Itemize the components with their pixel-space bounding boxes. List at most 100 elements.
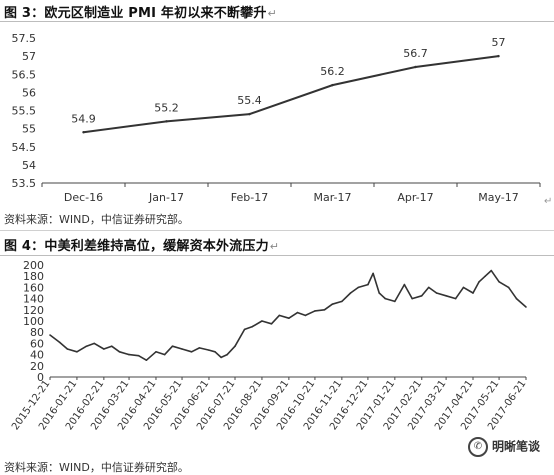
data-point xyxy=(462,286,465,289)
data-point xyxy=(403,283,406,286)
x-tick-label: Mar-17 xyxy=(313,191,351,204)
y-tick-label: 80 xyxy=(30,326,44,339)
watermark: ✆ 明晰笔谈 xyxy=(467,437,540,457)
data-point xyxy=(103,348,105,350)
data-point xyxy=(226,353,228,356)
data-point xyxy=(155,351,157,353)
y-tick-label: 120 xyxy=(23,304,44,317)
figure-1-bottom-rule xyxy=(0,230,554,231)
x-tick-label: Apr-17 xyxy=(397,191,433,204)
y-tick-label: 180 xyxy=(23,270,44,283)
data-point xyxy=(394,300,396,303)
data-point xyxy=(198,347,201,349)
data-point xyxy=(507,286,510,289)
data-point xyxy=(525,306,527,308)
spread-line-chart: 0204060801001201401601802002015-12-21201… xyxy=(10,259,528,432)
data-point xyxy=(341,300,343,303)
x-tick-label: Feb-17 xyxy=(231,191,268,204)
x-tick-label: Dec-16 xyxy=(64,191,103,204)
data-point xyxy=(85,345,88,347)
data-point xyxy=(171,345,174,347)
y-tick-label: 100 xyxy=(23,315,44,328)
data-point xyxy=(66,348,69,350)
wechat-icon: ✆ xyxy=(467,437,488,457)
data-point xyxy=(270,323,273,325)
y-tick-label: 55.5 xyxy=(12,105,37,118)
y-tick-label: 54 xyxy=(22,159,36,172)
y-tick-label: 200 xyxy=(23,259,44,272)
y-tick-label: 55 xyxy=(22,123,36,136)
figure-1-source: 资料来源：WIND，中信证券研究部。 xyxy=(4,213,189,226)
data-point xyxy=(251,325,254,328)
data-point xyxy=(145,359,148,361)
data-label: 56.2 xyxy=(320,65,345,78)
data-point xyxy=(288,317,290,319)
data-point xyxy=(296,311,299,314)
x-tick-label: Jan-17 xyxy=(148,191,184,204)
data-point xyxy=(490,269,493,272)
data-point xyxy=(137,354,140,357)
data-point xyxy=(357,286,360,289)
y-tick-label: 54.5 xyxy=(12,141,37,154)
data-point xyxy=(367,283,369,286)
x-tick-label: May-17 xyxy=(478,191,519,204)
y-tick-label: 0 xyxy=(37,371,44,384)
data-point xyxy=(110,345,113,347)
data-point xyxy=(82,131,85,134)
data-point xyxy=(165,120,168,123)
y-tick-label: 160 xyxy=(23,281,44,294)
data-point xyxy=(323,309,326,311)
data-point xyxy=(445,295,447,297)
data-label: 55.4 xyxy=(237,94,262,107)
y-tick-label: 53.5 xyxy=(12,177,37,190)
data-point xyxy=(181,348,183,350)
data-label: 57 xyxy=(492,36,506,49)
data-point xyxy=(49,334,51,336)
data-point xyxy=(378,292,381,294)
figure-2-title-rule xyxy=(0,255,554,256)
y-tick-label: 60 xyxy=(30,337,44,350)
data-point xyxy=(314,310,316,312)
data-point xyxy=(411,297,414,300)
data-point xyxy=(304,314,307,317)
data-point xyxy=(163,353,166,356)
data-point xyxy=(331,303,334,305)
y-tick-label: 56 xyxy=(22,86,36,99)
return-mark: ↵ xyxy=(267,7,277,20)
data-point xyxy=(427,286,430,289)
data-point xyxy=(454,297,457,300)
data-point xyxy=(208,349,210,351)
return-mark: ↵ xyxy=(269,240,280,253)
data-point xyxy=(515,297,518,300)
y-tick-label: 57 xyxy=(22,50,36,63)
y-tick-label: 20 xyxy=(30,360,44,373)
data-point xyxy=(58,341,61,344)
data-point xyxy=(278,314,281,317)
figure-1-end-mark: ↵ xyxy=(544,196,553,207)
data-point xyxy=(435,292,438,294)
data-point xyxy=(128,353,130,356)
figure-2-source: 资料来源：WIND，中信证券研究部。 xyxy=(4,461,189,474)
data-point xyxy=(349,292,352,294)
spread-series-line xyxy=(49,269,527,361)
data-point xyxy=(214,351,216,353)
data-point xyxy=(76,351,78,353)
data-label: 54.9 xyxy=(71,112,96,125)
data-point xyxy=(420,295,423,297)
y-tick-label: 40 xyxy=(30,349,44,362)
data-point xyxy=(243,328,246,331)
data-point xyxy=(261,320,263,322)
figure-1-title: 图 3：欧元区制造业 PMI 年初以来不断攀升↵ xyxy=(4,6,277,21)
data-point xyxy=(414,65,417,69)
data-point xyxy=(484,275,486,277)
data-point xyxy=(498,281,500,283)
pmi-line-chart: 53.5 54 54.5 55 55.5 56 56.5 57 57.5 Dec-16 Jan-17… xyxy=(12,32,541,204)
data-point xyxy=(220,356,222,359)
data-label: 55.2 xyxy=(154,101,179,114)
data-point xyxy=(472,292,474,294)
data-point xyxy=(248,112,251,116)
data-point xyxy=(234,345,236,347)
data-point xyxy=(497,54,500,58)
data-point xyxy=(372,272,374,275)
pmi-series-line xyxy=(83,55,499,134)
